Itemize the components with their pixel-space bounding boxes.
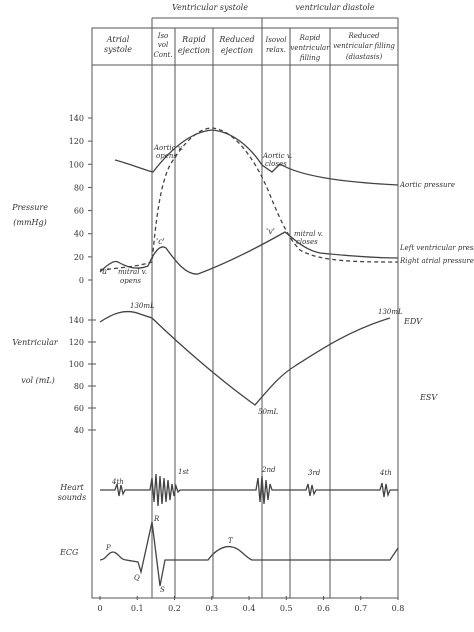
- lv-label: Left ventricular pressure: [399, 244, 474, 252]
- time-tick-label: 0.6: [317, 604, 330, 613]
- edv-label: EDV: [403, 317, 423, 326]
- volume-curve: [99, 310, 391, 406]
- annotation: 130mL: [378, 308, 403, 316]
- ecg-trace: [99, 521, 399, 587]
- pressure-tick-label: 40: [74, 230, 84, 239]
- aortic-label: Aortic pressure: [399, 181, 455, 189]
- diastole-label: ventricular diastole: [295, 3, 374, 12]
- volume-tick-label: 40: [74, 426, 84, 435]
- phase-label: Cont.: [153, 51, 172, 59]
- systole-label: Ventricular systole: [172, 3, 248, 12]
- pressure-tick-label: 20: [74, 253, 84, 262]
- phase-label: Reduced: [348, 32, 380, 40]
- volume-tick-label: 60: [74, 404, 84, 413]
- annotation: P: [105, 544, 111, 552]
- volume-label: vol (mL): [21, 376, 55, 385]
- annotation: 50mL: [258, 408, 279, 416]
- annotation: T: [228, 537, 234, 545]
- phase-label: vol: [158, 41, 168, 49]
- annotation: Q: [134, 574, 140, 582]
- phase-label: filling: [299, 54, 321, 62]
- annotation: 4th: [111, 478, 124, 486]
- esv-label: ESV: [419, 393, 438, 402]
- atrial-pressure-curve: [99, 231, 399, 275]
- pressure-tick-label: 120: [69, 137, 84, 146]
- annotation: 'v': [266, 227, 275, 236]
- heart-sounds-trace: [100, 473, 398, 507]
- time-tick-label: 0.7: [354, 604, 367, 613]
- time-tick-label: 0.8: [392, 604, 405, 613]
- ecg-label: ECG: [59, 548, 79, 557]
- annotation: 2nd: [261, 466, 276, 474]
- volume-tick-label: 100: [69, 360, 84, 369]
- time-tick-label: 0.4: [243, 604, 256, 613]
- volume-tick-label: 120: [69, 338, 84, 347]
- phase-label: relax.: [266, 46, 286, 54]
- pressure-label: (mmHg): [13, 218, 47, 227]
- annotation: opens: [120, 277, 141, 285]
- pressure-tick-label: 80: [74, 183, 84, 192]
- volume-label: Ventricular: [12, 338, 58, 347]
- annotation: 130mL: [130, 302, 155, 310]
- pressure-label: Pressure: [11, 203, 48, 212]
- phase-label: ejection: [178, 46, 210, 55]
- phase-grid: [91, 17, 399, 599]
- pressure-tick-label: 60: [74, 207, 84, 216]
- heart-sounds-label: Heart: [59, 483, 84, 492]
- phase-label: (diastasis): [346, 53, 383, 61]
- annotation: Aortic v.: [262, 152, 292, 160]
- annotation: opens: [156, 152, 177, 160]
- time-tick-label: 0.1: [131, 604, 144, 613]
- annotation: 'c': [156, 237, 165, 246]
- time-tick-label: 0.3: [205, 604, 218, 613]
- annotation: Aortic v.: [153, 144, 183, 152]
- annotation: 1st: [178, 468, 189, 476]
- time-tick-label: 0: [97, 604, 102, 613]
- phase-label: Rapid: [299, 34, 321, 42]
- phase-label: Reduced: [218, 35, 254, 44]
- volume-tick-label: 140: [69, 316, 84, 325]
- annotation: mitral v.: [294, 230, 323, 238]
- annotation: closes: [265, 160, 287, 168]
- ra-label: Right atrial pressure: [399, 257, 474, 265]
- phase-label: ventricular: [290, 44, 330, 52]
- phase-label: Isovol: [265, 36, 287, 44]
- annotation: S: [160, 586, 165, 594]
- heart-sounds-label: sounds: [58, 493, 86, 502]
- annotation: 3rd: [308, 469, 321, 477]
- pressure-tick-label: 0: [79, 276, 84, 285]
- time-tick-label: 0.5: [280, 604, 293, 613]
- annotation: closes: [296, 238, 318, 246]
- annotation: mitral v.: [118, 268, 147, 276]
- annotation: 'a': [100, 267, 109, 276]
- ticks: 0 20 40 60 80 100 120 140 40 60 80 100 120 140 0 0.1 0.2…: [69, 114, 405, 613]
- time-tick-label: 0.2: [168, 604, 181, 613]
- phase-label: Atrial: [106, 35, 130, 44]
- phase-label: systole: [104, 45, 132, 54]
- annotation: 4th: [379, 469, 392, 477]
- volume-tick-label: 80: [74, 382, 84, 391]
- phase-label: Rapid: [181, 35, 206, 44]
- phase-label: ventricular filling: [333, 42, 395, 50]
- phase-label: ejection: [221, 46, 253, 55]
- phase-label: Iso: [157, 32, 169, 40]
- annotation: R: [153, 515, 160, 523]
- pressure-tick-label: 100: [69, 160, 84, 169]
- pressure-tick-label: 140: [69, 114, 84, 123]
